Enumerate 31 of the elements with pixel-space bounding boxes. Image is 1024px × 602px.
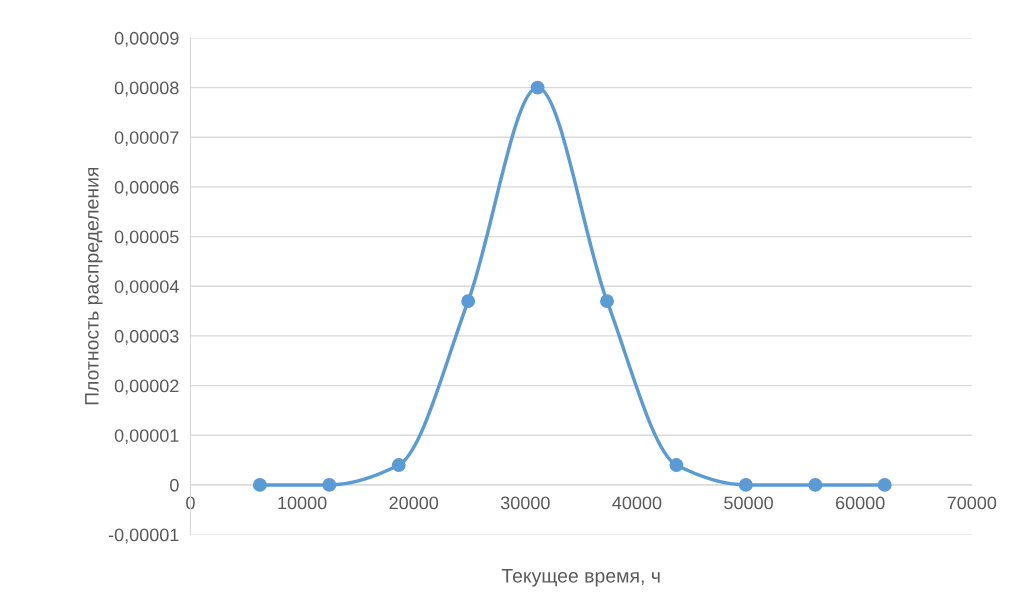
y-axis-title: Плотность распределения	[85, 167, 103, 405]
point	[669, 458, 684, 472]
point	[322, 477, 337, 492]
point	[252, 477, 267, 492]
point	[530, 80, 545, 95]
y-tick-label: -0,00001	[108, 528, 179, 544]
point	[738, 477, 753, 492]
y-tick-label: 0,00005	[114, 230, 179, 246]
x-tick-label: 40000	[612, 496, 662, 510]
x-axis-title: Текущее время, ч	[501, 569, 660, 587]
point	[391, 458, 406, 472]
x-tick-label: 10000	[278, 496, 327, 510]
point	[808, 477, 823, 492]
x-tick-label: 30000	[500, 496, 550, 510]
y-tick-label: 0,00001	[114, 429, 179, 445]
y-tick-label: 0	[170, 478, 179, 492]
point	[877, 477, 892, 492]
y-tick-label: 0,00006	[114, 180, 179, 196]
y-tick-label: 0,00009	[114, 31, 179, 47]
x-tick-label: 70000	[947, 496, 997, 510]
point	[461, 294, 476, 309]
y-tick-label: 0,00007	[114, 131, 179, 147]
y-tick-label: 0,00004	[114, 280, 179, 296]
y-tick-label: 0,00008	[114, 81, 179, 97]
x-tick-label: 20000	[389, 496, 439, 510]
y-tick-label: 0,00003	[114, 329, 179, 345]
point	[600, 294, 614, 309]
x-tick-label: 60000	[835, 496, 885, 510]
y-tick-label: 0,00002	[114, 379, 179, 395]
x-tick-label: 0	[186, 496, 195, 510]
x-tick-label: 50000	[724, 496, 773, 510]
